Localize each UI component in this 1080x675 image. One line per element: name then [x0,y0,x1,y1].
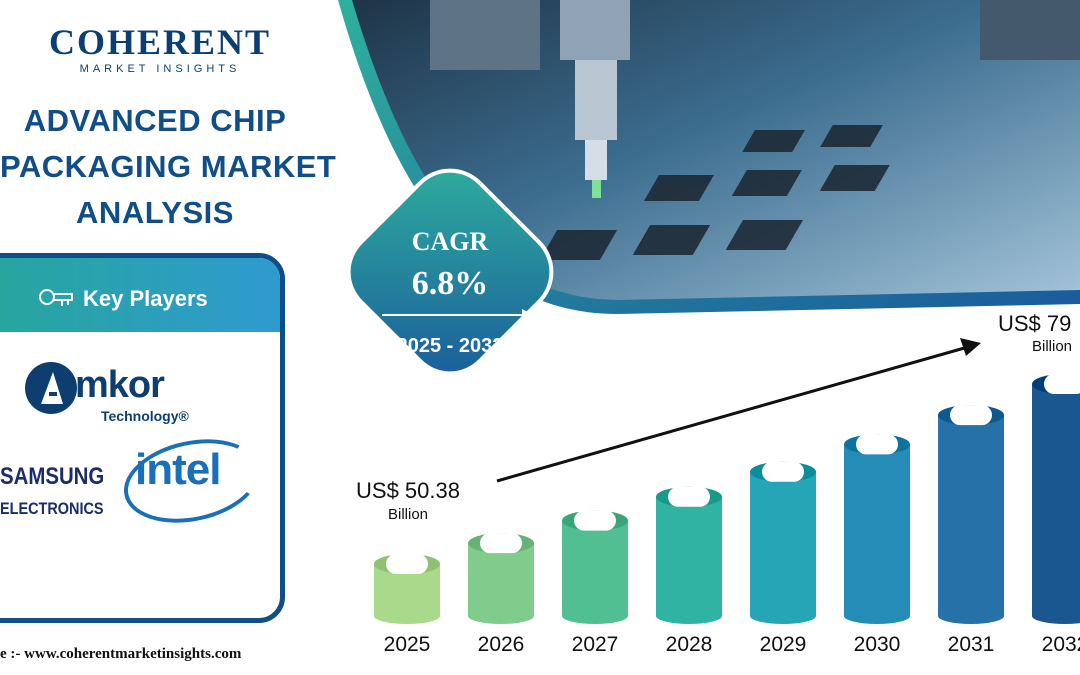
bar-cap [386,554,428,574]
bar-2030 [844,434,910,624]
amkor-wordmark: mkor [75,364,165,406]
logo-name: COHERENT [48,22,272,62]
title-line-3: ANALYSIS [76,195,234,230]
end-unit-label: Billion [1032,338,1072,355]
bar-2028 [656,486,722,624]
bar-body [562,520,628,624]
x-tick-label: 2030 [854,633,901,656]
bar-cap [1044,374,1080,394]
x-tick-label: 2031 [948,633,995,656]
amkor-subtitle: Technology® [101,408,189,424]
company-logo: COHERENT MARKET INSIGHTS [40,22,280,76]
bar-2031 [938,405,1004,624]
cagr-badge [346,168,554,376]
x-tick-label: 2025 [384,633,431,656]
bar-body [374,564,440,624]
bar-cap [762,461,804,482]
bar-2027 [562,510,628,624]
trend-arrow-line [496,345,969,483]
bar-body [656,496,722,624]
intel-wordmark: intel [135,445,221,494]
cagr-value: 6.8% [412,265,489,302]
bar-2029 [750,461,816,624]
start-unit-label: Billion [388,506,428,523]
page-title: ADVANCED CHIP PACKAGING MARKET ANALYSIS [0,98,337,236]
x-axis-labels: 2025 2026 2027 2028 2029 2030 2031 2032 [384,633,1080,656]
bar-cap [950,405,992,426]
bar-2025 [374,554,440,624]
bar-2032 [1032,374,1080,624]
bar-body [750,471,816,624]
trend-arrow-head [960,338,981,356]
cagr-period: 2025 - 2032 [397,335,504,357]
bar-cap [668,486,710,507]
samsung-logo: SAMSUNG ELECTRONICS [0,463,123,519]
x-tick-label: 2032 [1042,633,1080,656]
bar-2026 [468,533,534,624]
cagr-arrow-head [522,309,534,321]
x-tick-label: 2027 [572,633,619,656]
title-line-2: PACKAGING MARKET [0,149,337,184]
cagr-label: CAGR [412,227,489,256]
bar-cap [480,533,522,554]
bar-body [468,543,534,624]
bar-body [844,444,910,624]
key-players-panel: Key Players mkor Technology® SAMSUNG ELE… [0,253,285,623]
key-players-header: Key Players [0,258,280,332]
x-tick-label: 2028 [666,633,713,656]
x-tick-label: 2029 [760,633,807,656]
bar-cap [574,510,616,531]
title-line-1: ADVANCED CHIP [23,103,287,138]
handshake-icon [39,289,73,306]
amkor-a-icon [25,362,77,414]
end-value-label: US$ 79 [998,311,1071,336]
bar-cap [856,434,898,455]
bar-body [938,415,1004,624]
bar-chart [374,374,1080,624]
samsung-wordmark: SAMSUNG [0,463,105,490]
samsung-subtitle: ELECTRONICS [0,499,104,518]
bar-body [1032,384,1080,624]
source-footnote: e :- www.coherentmarketinsights.com [0,646,242,662]
start-value-label: US$ 50.38 [356,478,460,503]
key-players-label: Key Players [83,286,208,311]
logo-subtitle: MARKET INSIGHTS [79,63,241,75]
x-tick-label: 2026 [478,633,525,656]
